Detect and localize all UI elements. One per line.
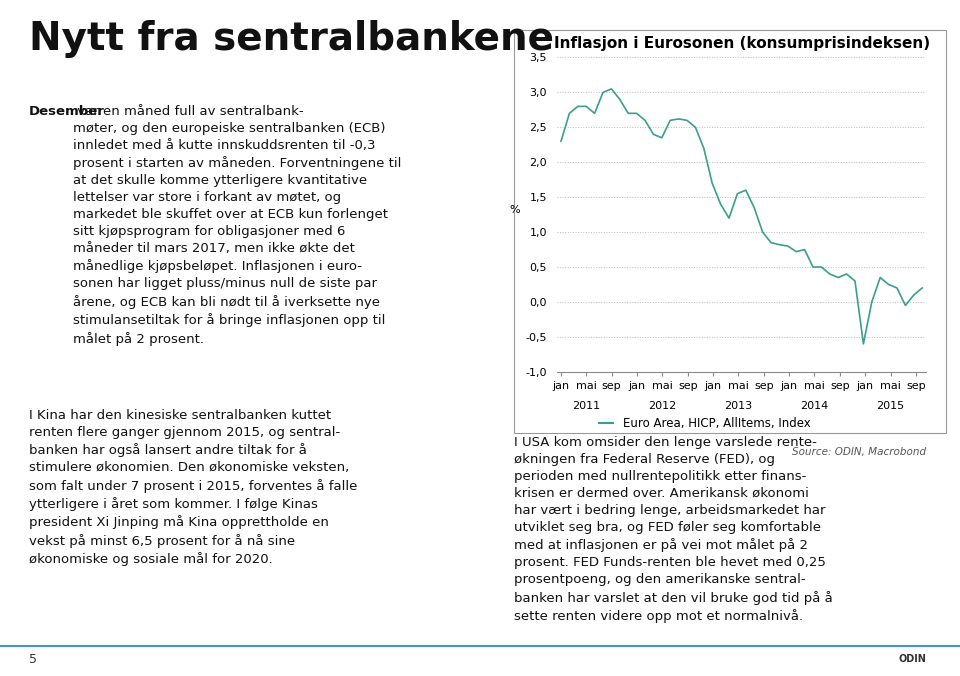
Text: 5: 5 (29, 652, 36, 666)
Legend: Euro Area, HICP, AllItems, Index: Euro Area, HICP, AllItems, Index (594, 412, 815, 435)
Text: Source: ODIN, Macrobond: Source: ODIN, Macrobond (792, 448, 926, 457)
Text: Nytt fra sentralbankene: Nytt fra sentralbankene (29, 20, 554, 58)
Text: var en måned full av sentralbank-
møter, og den europeiske sentralbanken (ECB)
i: var en måned full av sentralbank- møter,… (73, 105, 401, 345)
Text: Desember: Desember (29, 105, 105, 118)
Text: 2013: 2013 (725, 401, 753, 411)
Text: 2011: 2011 (572, 401, 600, 411)
Title: Inflasjon i Eurosonen (konsumprisindeksen): Inflasjon i Eurosonen (konsumprisindekse… (554, 36, 929, 51)
Text: I USA kom omsider den lenge varslede rente-
økningen fra Federal Reserve (FED), : I USA kom omsider den lenge varslede ren… (514, 436, 832, 623)
Y-axis label: %: % (509, 205, 519, 215)
Text: ODIN: ODIN (899, 654, 926, 664)
Text: 2015: 2015 (876, 401, 904, 411)
Text: 2014: 2014 (801, 401, 828, 411)
Text: 2012: 2012 (648, 401, 677, 411)
Text: I Kina har den kinesiske sentralbanken kuttet
renten flere ganger gjennom 2015, : I Kina har den kinesiske sentralbanken k… (29, 409, 357, 566)
